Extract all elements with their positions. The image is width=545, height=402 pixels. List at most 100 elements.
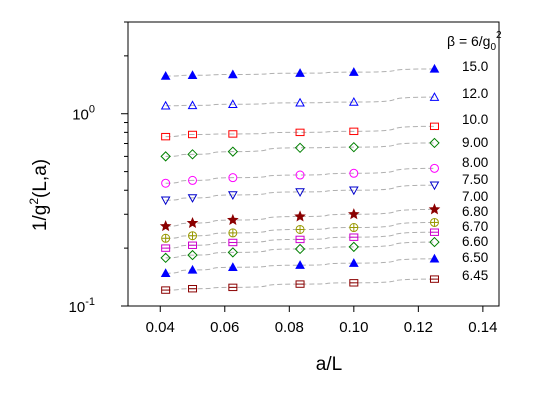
- data-point: [348, 67, 359, 76]
- x-tick-label: 0.06: [210, 319, 239, 336]
- data-point: [348, 241, 360, 253]
- y-tick-label: 10-1: [69, 296, 95, 316]
- data-point: [227, 262, 238, 271]
- series-label: 6.45: [462, 268, 488, 283]
- data-point: [227, 146, 239, 157]
- y-axis-ticks: 100 10-1: [69, 21, 128, 316]
- fit-curve: [165, 68, 435, 77]
- data-point: [227, 247, 239, 258]
- data-point: [295, 260, 305, 269]
- fit-curve: [165, 231, 435, 249]
- series-labels: 15.0 12.0 10.0 9.00 8.00 7.50 7.006.806.706.60…: [462, 59, 488, 283]
- x-axis-title: a/L: [316, 354, 342, 375]
- data-point: [294, 210, 306, 222]
- series-label: 6.60: [462, 234, 488, 249]
- data-point: [188, 175, 198, 185]
- data-point: [348, 141, 360, 153]
- data-point: [228, 173, 238, 183]
- series-label: 15.0: [462, 59, 488, 74]
- data-point: [429, 236, 440, 248]
- data-point: [429, 122, 439, 131]
- data-point: [160, 196, 171, 206]
- data-point: [188, 241, 198, 249]
- data-point: [228, 238, 238, 247]
- data-point: [227, 99, 238, 108]
- series-label: 8.00: [462, 155, 488, 170]
- data-point: [429, 228, 439, 236]
- data-point: [227, 69, 238, 79]
- data-point: [429, 181, 440, 191]
- data-point: [228, 228, 238, 238]
- series-label: 7.00: [462, 189, 488, 204]
- data-point: [161, 286, 171, 294]
- data-point: [294, 243, 306, 255]
- data-point: [295, 188, 305, 197]
- series-label: 7.50: [462, 172, 488, 187]
- data-point: [348, 258, 359, 267]
- x-axis-ticks: 0.04 0.06 0.08 0.10 0.12 0.14: [146, 306, 497, 336]
- y-tick-label: 100: [72, 104, 95, 124]
- data-point: [187, 100, 198, 110]
- data-point: [160, 71, 171, 80]
- data-point: [349, 127, 359, 136]
- fit-lines: [165, 68, 435, 291]
- data-point: [159, 220, 172, 232]
- data-point: [349, 223, 359, 233]
- x-tick-label: 0.04: [146, 319, 175, 336]
- data-point: [348, 208, 360, 220]
- data-markers: [159, 63, 441, 294]
- fit-curve: [165, 278, 435, 291]
- data-point: [429, 253, 440, 263]
- data-point: [295, 97, 305, 107]
- data-point: [228, 283, 238, 292]
- data-point: [295, 128, 305, 137]
- data-point: [161, 132, 171, 141]
- y-axis-title-main: 1/g: [30, 205, 51, 231]
- series-label: 6.50: [462, 250, 488, 265]
- data-point: [227, 213, 239, 225]
- data-point: [349, 279, 359, 287]
- data-point: [349, 168, 359, 178]
- data-point: [428, 203, 441, 215]
- data-point: [429, 63, 440, 73]
- data-point: [187, 70, 198, 79]
- data-point: [228, 130, 238, 138]
- y-axis-title-tail: (L,a): [30, 159, 51, 198]
- data-point: [429, 92, 440, 101]
- data-point: [188, 285, 198, 293]
- legend-title-sup: 2: [496, 30, 502, 41]
- x-tick-label: 0.10: [339, 319, 368, 336]
- y-axis-title-sup: 2: [27, 198, 41, 205]
- data-point: [187, 264, 198, 274]
- x-tick-label: 0.08: [275, 319, 304, 336]
- data-point: [429, 217, 439, 227]
- data-point: [186, 216, 199, 229]
- data-point: [429, 137, 440, 149]
- data-point: [227, 191, 238, 200]
- data-point: [429, 163, 439, 173]
- data-point: [161, 244, 171, 252]
- data-point: [161, 178, 171, 188]
- data-point: [295, 68, 305, 77]
- data-point: [295, 235, 305, 244]
- data-point: [188, 130, 198, 139]
- data-point: [294, 142, 306, 154]
- data-point: [187, 194, 198, 203]
- y-axis-title: 1/g2(L,a): [27, 159, 51, 231]
- legend-title-main: β = 6/g: [447, 33, 490, 49]
- data-point: [187, 249, 198, 261]
- legend-title: β = 6/g02: [447, 30, 502, 53]
- data-point: [161, 233, 171, 243]
- fit-curve: [165, 184, 435, 201]
- data-point: [160, 100, 171, 110]
- x-tick-label: 0.12: [404, 319, 433, 336]
- data-point: [188, 231, 198, 241]
- data-point: [187, 149, 198, 160]
- fit-curve: [165, 96, 435, 107]
- series-label: 12.0: [462, 86, 488, 101]
- data-point: [160, 252, 171, 264]
- plot-border: [127, 21, 500, 307]
- legend-title-sub: 0: [490, 42, 496, 53]
- series-label: 6.80: [462, 204, 488, 219]
